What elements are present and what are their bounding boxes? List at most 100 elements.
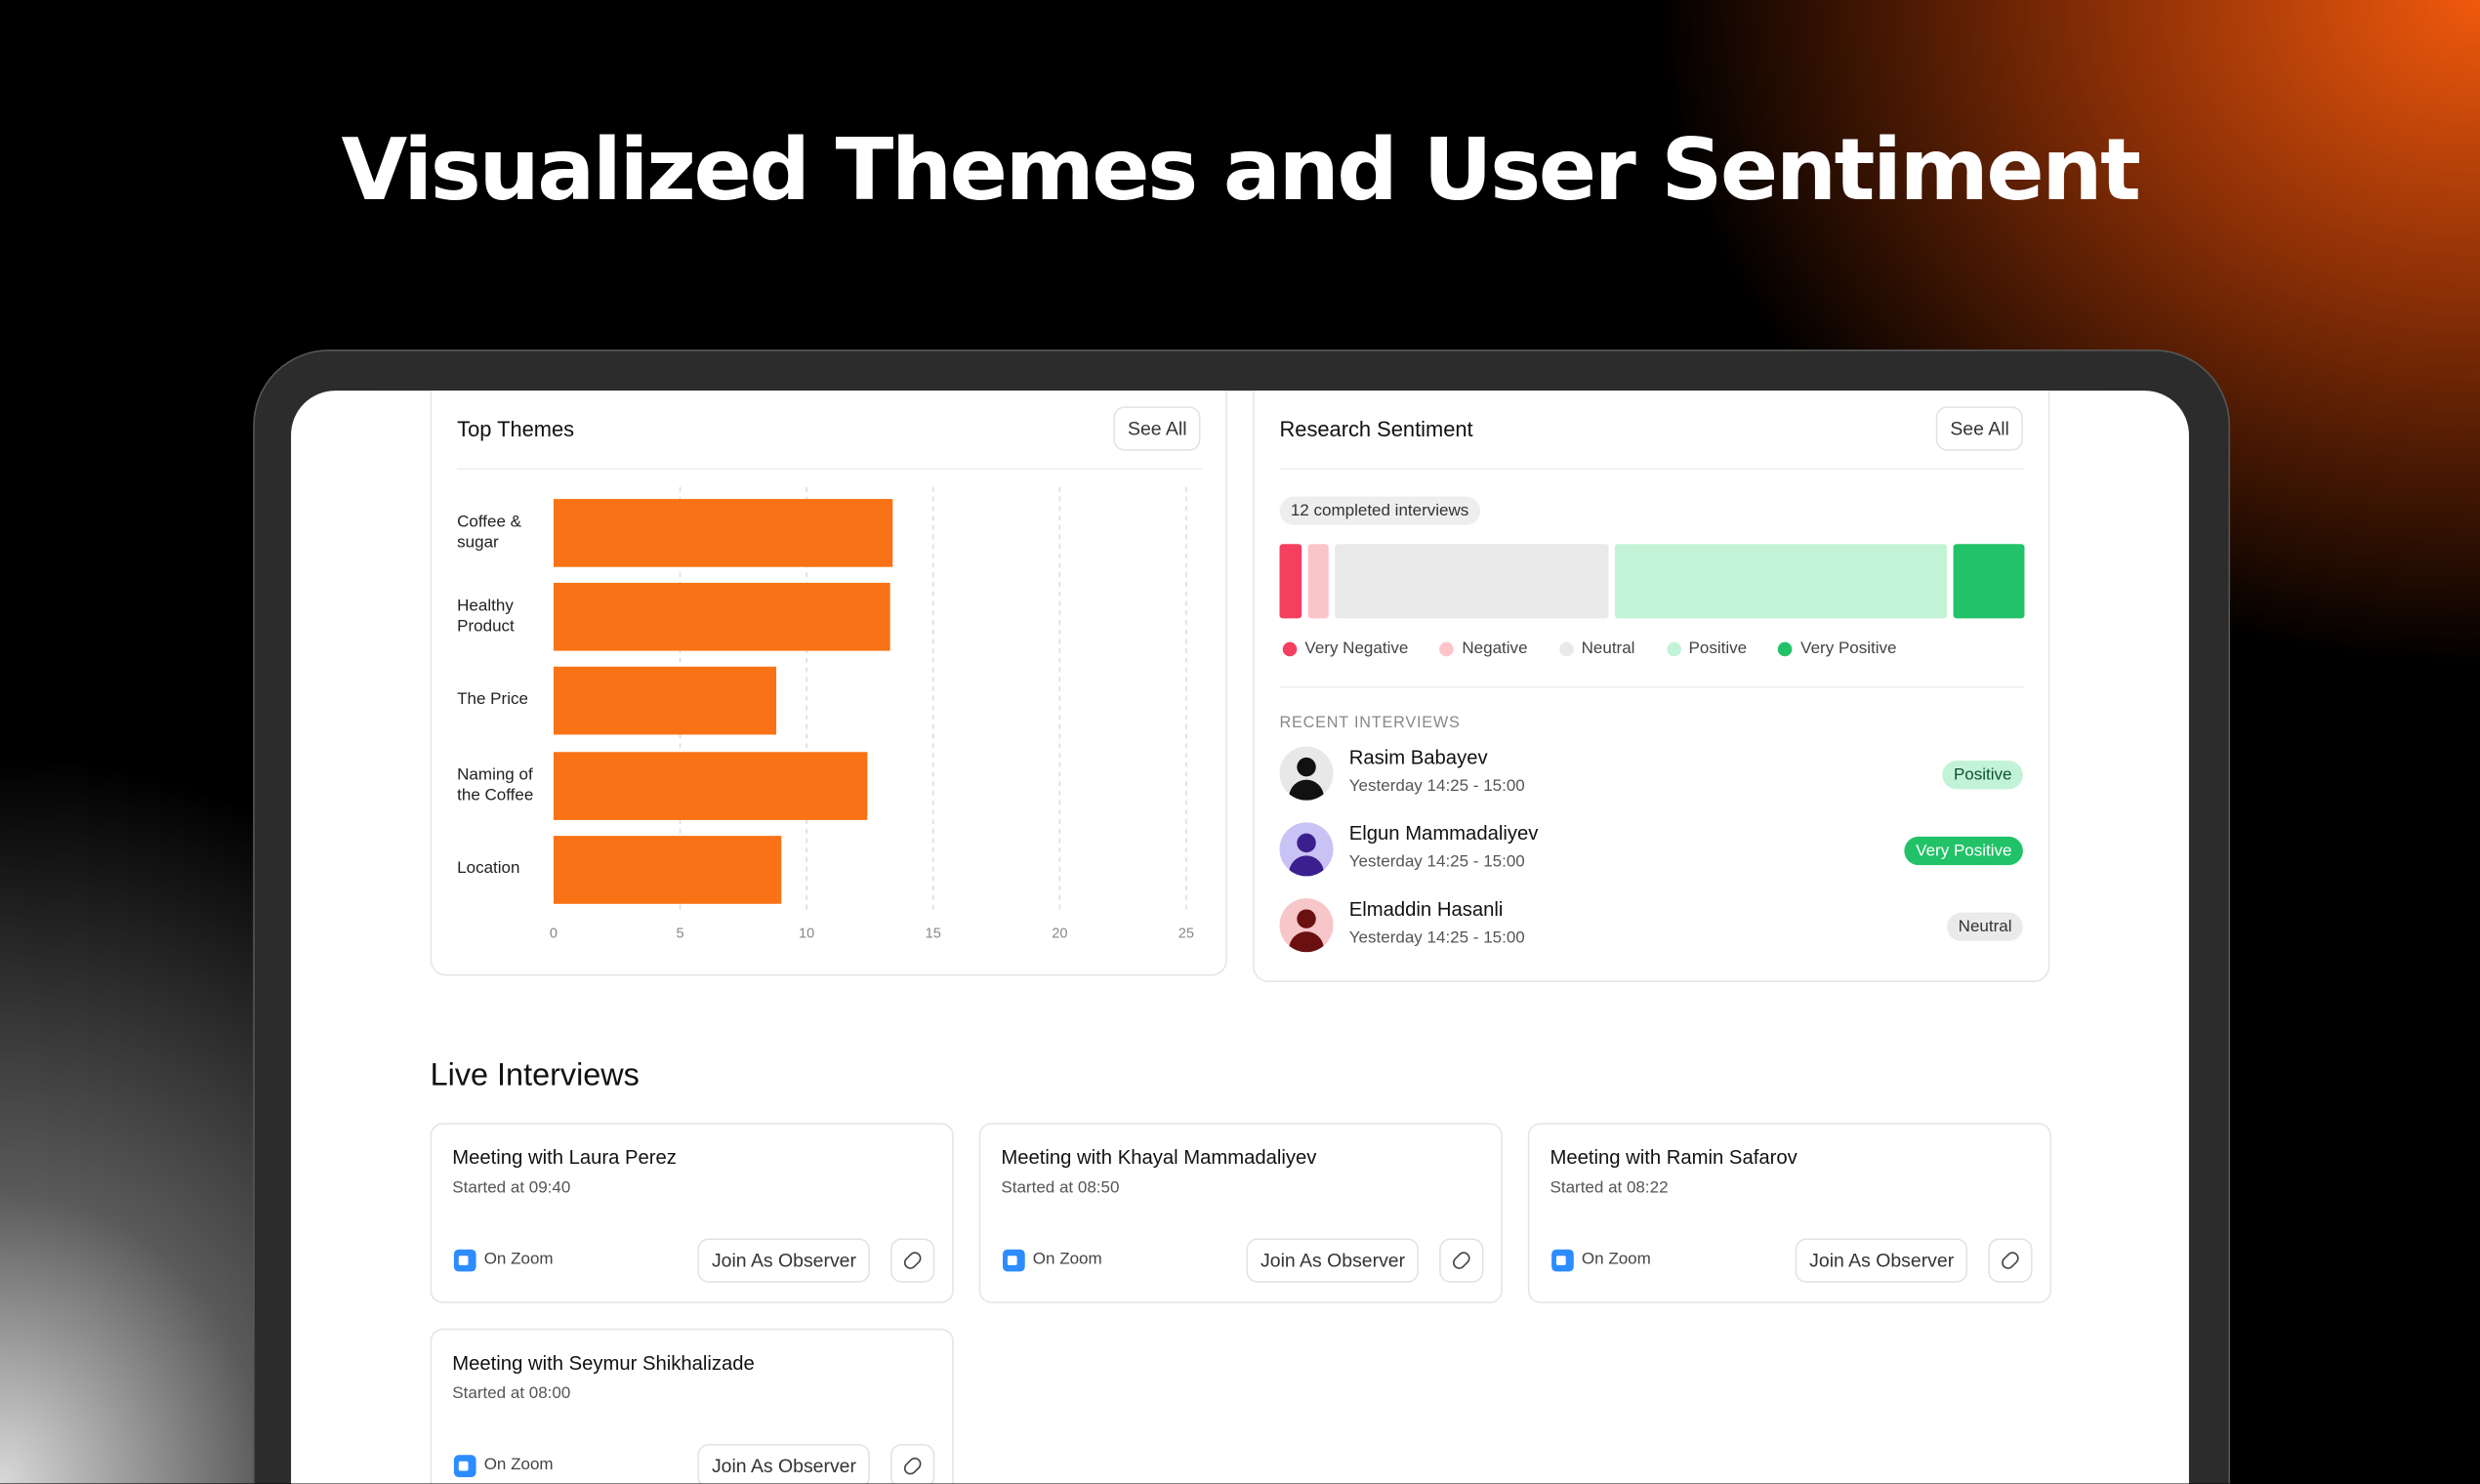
legend-item: Negative: [1439, 639, 1528, 658]
zoom-icon: [453, 1455, 476, 1477]
sentiment-bar: [1279, 544, 2025, 619]
join-button[interactable]: Join As Observer: [1246, 1238, 1420, 1283]
bar: [553, 836, 782, 904]
legend-dot: [1558, 640, 1574, 656]
platform: On Zoom: [1581, 1249, 1651, 1269]
section-label: RECENT INTERVIEWS: [1279, 715, 1461, 733]
person-name: Rasim Babayev: [1348, 746, 1488, 769]
person-name: Elgun Mammadaliyev: [1348, 822, 1539, 845]
bar: [553, 582, 890, 651]
category-label: Coffee & sugar: [457, 512, 522, 553]
category-label-box: Healthy Product: [457, 595, 515, 637]
legend-label: Very Positive: [1800, 639, 1897, 658]
legend-dot: [1439, 640, 1455, 656]
legend-label: Very Negative: [1304, 639, 1409, 658]
bar: [553, 666, 777, 735]
avatar: [1279, 746, 1334, 801]
x-tick-label: 5: [677, 927, 684, 942]
x-tick-label: 10: [799, 927, 814, 942]
interview-card: Meeting with Seymur Shikhalizade Started …: [430, 1328, 954, 1484]
legend-label: Negative: [1462, 639, 1528, 658]
person-time: Yesterday 14:25 - 15:00: [1348, 852, 1525, 872]
avatar: [1279, 898, 1334, 953]
meeting-start: Started at 08:50: [1001, 1177, 1120, 1198]
meeting-title: Meeting with Seymur Shikhalizade: [452, 1352, 755, 1375]
legend-dot: [1666, 640, 1681, 656]
zoom-cam: [458, 1256, 469, 1265]
meeting-start: Started at 08:00: [452, 1383, 571, 1403]
segment: [1307, 544, 1330, 619]
join-button[interactable]: Join As Observer: [1795, 1238, 1968, 1283]
avatar-body: [1289, 931, 1324, 953]
segment: [1279, 544, 1302, 619]
zoom-icon: [1003, 1249, 1025, 1272]
zoom-icon: [453, 1249, 476, 1272]
x-tick-label: 25: [1178, 927, 1194, 942]
category-label: Naming of the Coffee: [457, 764, 534, 805]
category-label-box: Coffee & sugar: [457, 512, 522, 553]
legend-item: Very Negative: [1282, 639, 1409, 658]
link-button[interactable]: [1439, 1238, 1484, 1283]
bar: [553, 499, 893, 567]
avatar-body: [1289, 855, 1324, 877]
meeting-start: Started at 08:22: [1550, 1177, 1669, 1198]
x-tick-label: 15: [926, 927, 941, 942]
category-label-box: Naming of the Coffee: [457, 764, 534, 805]
zoom-cam: [1555, 1256, 1566, 1265]
bar: [553, 752, 868, 820]
themes-chart: 0 5 10 15 20 25 Coffee & sugar Healthy Product T…: [457, 486, 1194, 942]
person-time: Yesterday 14:25 - 15:00: [1348, 928, 1525, 948]
link-icon: [1999, 1249, 2022, 1272]
link-icon: [901, 1249, 925, 1272]
meeting-title: Meeting with Laura Perez: [452, 1146, 677, 1170]
category-label-box: Location: [457, 859, 520, 879]
screen: Top Themes See All 0 5 10 15 20 25 Coffee & su…: [291, 391, 2189, 1484]
join-button[interactable]: Join As Observer: [697, 1238, 871, 1283]
x-tick-label: 20: [1052, 927, 1067, 942]
avatar-head: [1297, 909, 1316, 928]
legend-dot: [1778, 640, 1794, 656]
link-button[interactable]: [1988, 1238, 2033, 1283]
join-button[interactable]: Join As Observer: [697, 1443, 871, 1484]
segment: [1615, 544, 1947, 619]
meeting-start: Started at 09:40: [452, 1177, 571, 1198]
legend-label: Positive: [1688, 639, 1748, 658]
status-pill: Positive: [1942, 761, 2023, 790]
zoom-cam: [458, 1461, 469, 1471]
section-title: Live Interviews: [430, 1057, 640, 1093]
themes-card: Top Themes See All 0 5 10 15 20 25 Coffee & su…: [430, 391, 1228, 976]
interview-card: Meeting with Khayal Mammadaliyev Started …: [978, 1123, 1503, 1303]
see-all[interactable]: See All: [1935, 406, 2024, 451]
meeting-title: Meeting with Ramin Safarov: [1550, 1146, 1798, 1170]
link-icon: [901, 1455, 925, 1478]
person-time: Yesterday 14:25 - 15:00: [1348, 776, 1525, 796]
category-label: Healthy Product: [457, 595, 515, 637]
status-pill: Very Positive: [1904, 836, 2023, 866]
card-title: Top Themes: [457, 417, 575, 441]
category-label-box: The Price: [457, 689, 528, 710]
sentiment-card: Research Sentiment See All 12 completed …: [1252, 391, 2050, 982]
x-tick-label: 0: [550, 927, 558, 942]
interview-card: Meeting with Ramin Safarov Started at 08:…: [1527, 1123, 2052, 1303]
zoom-cam: [1007, 1256, 1017, 1265]
person-name: Elmaddin Hasanli: [1348, 898, 1504, 921]
see-all[interactable]: See All: [1113, 406, 1202, 451]
avatar-head: [1297, 757, 1316, 777]
link-button[interactable]: [890, 1443, 935, 1484]
link-icon: [1450, 1249, 1473, 1272]
avatar-head: [1297, 833, 1316, 853]
legend-item: Very Positive: [1778, 639, 1897, 658]
legend: Very Negative Negative Neutral Positive Very…: [1282, 639, 1897, 658]
meeting-title: Meeting with Khayal Mammadaliyev: [1001, 1146, 1317, 1170]
avatar-body: [1289, 779, 1324, 801]
segment: [1335, 544, 1609, 619]
card-title: Research Sentiment: [1279, 417, 1473, 441]
status-pill: Neutral: [1947, 912, 2023, 941]
legend-item: Positive: [1666, 639, 1748, 658]
platform: On Zoom: [483, 1249, 554, 1269]
category-label: Location: [457, 859, 520, 879]
link-button[interactable]: [890, 1238, 935, 1283]
category-label: The Price: [457, 689, 528, 710]
